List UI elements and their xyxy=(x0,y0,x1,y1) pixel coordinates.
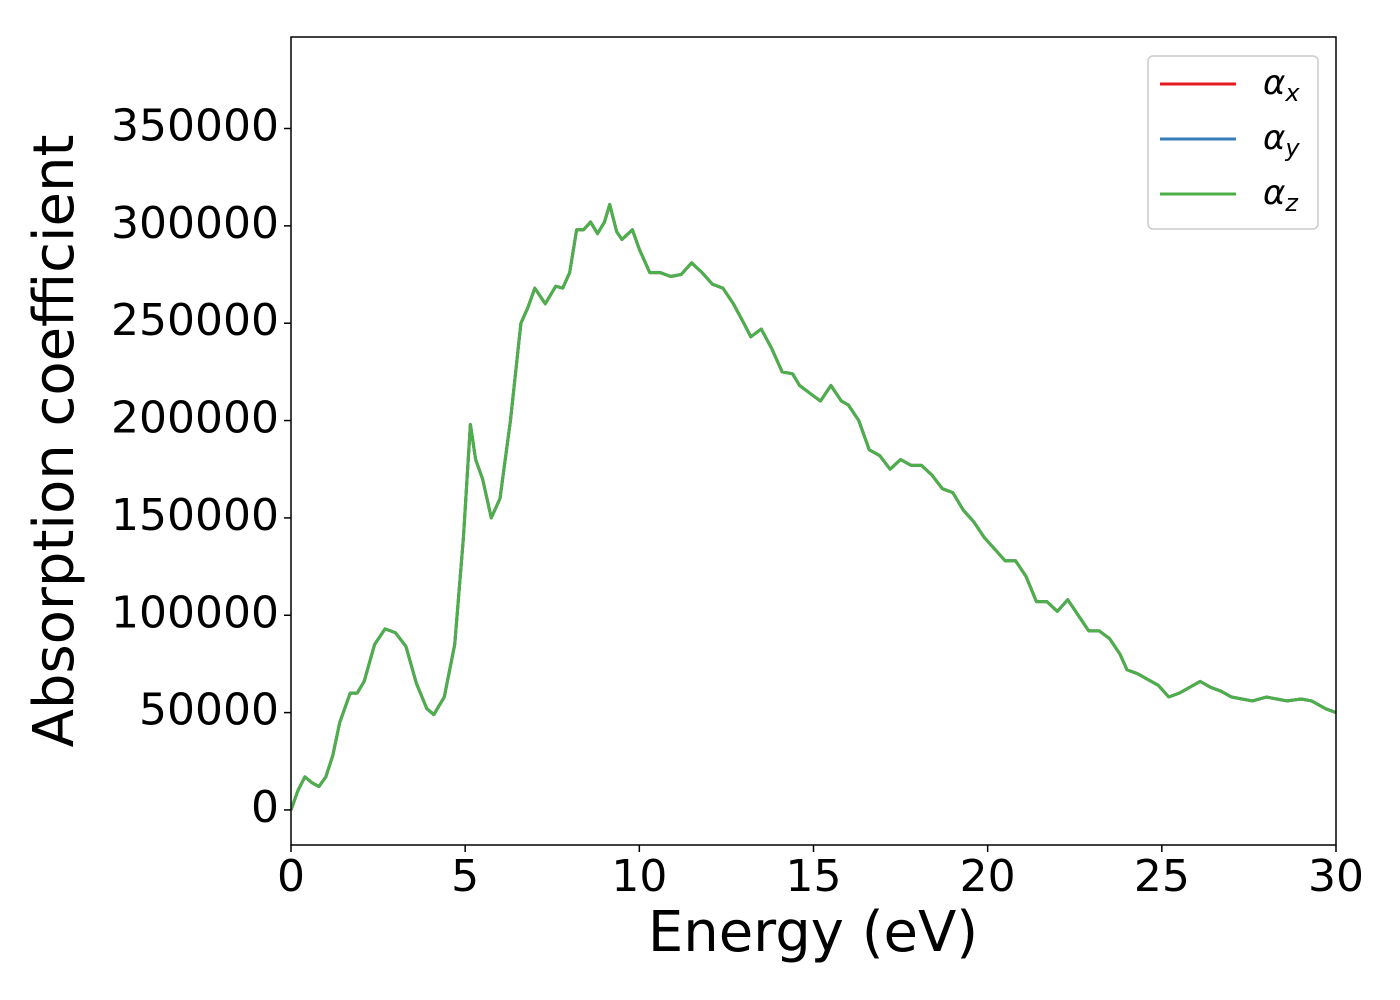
y-tick-label: 350000 xyxy=(111,101,279,152)
x-tick-label: 25 xyxy=(1134,851,1190,902)
x-tick-label: 10 xyxy=(611,851,667,902)
plot-frame xyxy=(290,36,1337,846)
y-tick-label: 0 xyxy=(251,782,279,833)
y-tick-label: 100000 xyxy=(111,587,279,638)
x-tick-label: 20 xyxy=(960,851,1016,902)
x-tick-label: 15 xyxy=(786,851,842,902)
legend-label: αx xyxy=(1263,63,1300,108)
y-tick-label: 150000 xyxy=(111,490,279,541)
y-tick-label: 250000 xyxy=(111,295,279,346)
y-axis-label: Absorption coefficient xyxy=(22,135,87,748)
legend-label: αy xyxy=(1263,118,1300,163)
x-tick-label: 5 xyxy=(451,851,479,902)
y-tick-label: 50000 xyxy=(139,685,279,736)
y-tick-label: 200000 xyxy=(111,393,279,444)
legend-box xyxy=(1147,55,1319,230)
y-tick-label: 300000 xyxy=(111,198,279,249)
x-tick-label: 0 xyxy=(277,851,305,902)
series-line xyxy=(291,202,1336,811)
x-axis-label: Energy (eV) xyxy=(648,900,978,965)
legend-label: αz xyxy=(1263,173,1299,218)
x-tick-label: 30 xyxy=(1308,851,1364,902)
